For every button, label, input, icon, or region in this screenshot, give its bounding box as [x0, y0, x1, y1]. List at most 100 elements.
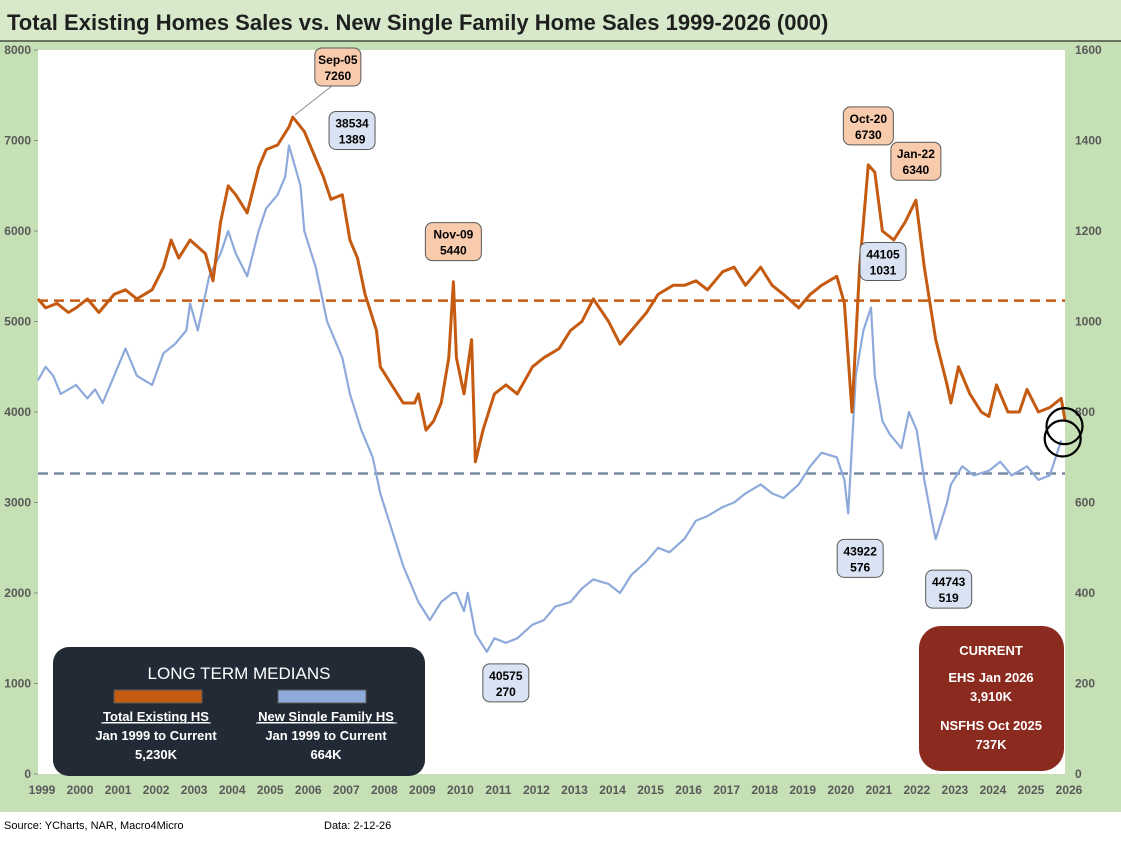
x-tick-label: 2001 — [105, 783, 132, 797]
new-median-period: Jan 1999 to Current — [265, 728, 387, 743]
left-tick-label: 4000 — [4, 405, 31, 419]
existing-swatch — [113, 689, 203, 704]
callout-value: 6730 — [855, 128, 882, 142]
existing-median-value: 5,230K — [135, 747, 178, 762]
callout-box — [836, 538, 884, 578]
callout-value: 7260 — [324, 69, 351, 83]
left-tick-label: 8000 — [4, 43, 31, 57]
left-tick-label: 1000 — [4, 677, 31, 691]
footer-date: Data: 2-12-26 — [324, 820, 391, 832]
callout-box — [859, 241, 907, 281]
left-tick-label: 0 — [24, 767, 31, 781]
x-tick-label: 2018 — [751, 783, 778, 797]
callout-value: 6340 — [903, 163, 930, 177]
left-tick-label: 7000 — [4, 134, 31, 148]
x-tick-label: 2000 — [67, 783, 94, 797]
series-line — [37, 144, 1063, 653]
x-tick-label: 2024 — [980, 783, 1007, 797]
callout: 40575 270 — [482, 663, 530, 703]
series-lines — [36, 115, 1067, 653]
right-tick-label: 200 — [1075, 677, 1095, 691]
new-median-value: 664K — [310, 747, 342, 762]
x-tick-label: 2008 — [371, 783, 398, 797]
x-tick-label: 2013 — [561, 783, 588, 797]
callout: Nov-09 5440 — [424, 222, 482, 262]
x-tick-label: 2025 — [1018, 783, 1045, 797]
callout-box — [482, 663, 530, 703]
series-line — [36, 115, 1067, 464]
callout-label: Sep-05 — [318, 53, 358, 67]
callout: 44743 519 — [925, 569, 973, 609]
x-axis: 1999 2000 2001 2002 2003 2004 2005 2006 2007 2008… — [29, 783, 1083, 797]
right-tick-label: 1200 — [1075, 224, 1102, 238]
right-tick-label: 600 — [1075, 496, 1095, 510]
x-tick-label: 1999 — [29, 783, 56, 797]
callout-box — [314, 47, 362, 87]
left-tick-label: 6000 — [4, 224, 31, 238]
current-ehs-value: 3,910K — [970, 689, 1013, 704]
callout: 38534 1389 — [328, 110, 376, 150]
current-box: CURRENT EHS Jan 2026 3,910K NSFHS Oct 20… — [919, 626, 1064, 771]
callout-leader — [294, 85, 333, 116]
x-tick-label: 2004 — [219, 783, 246, 797]
x-tick-label: 2016 — [675, 783, 702, 797]
current-markers — [1043, 407, 1084, 458]
x-tick-label: 2023 — [942, 783, 969, 797]
x-tick-label: 2017 — [713, 783, 740, 797]
medians-box: LONG TERM MEDIANS Total Existing HS Jan … — [53, 647, 425, 776]
x-tick-label: 2015 — [637, 783, 664, 797]
right-tick-label: 0 — [1075, 767, 1082, 781]
x-tick-label: 2021 — [865, 783, 892, 797]
x-tick-label: 2026 — [1056, 783, 1083, 797]
x-tick-label: 2010 — [447, 783, 474, 797]
callouts: Sep-05 7260 38534 1389 Nov-09 5440 40575 270 Oct… — [294, 47, 973, 703]
callout-label: Nov-09 — [433, 228, 473, 242]
callout-box — [328, 110, 376, 150]
x-tick-label: 2003 — [181, 783, 208, 797]
callout-box — [925, 569, 973, 609]
callout-label: 44743 — [932, 575, 966, 589]
callout-label: 40575 — [489, 669, 523, 683]
median-lines — [38, 299, 1065, 475]
x-tick-label: 2002 — [143, 783, 170, 797]
x-tick-label: 2006 — [295, 783, 322, 797]
callout-value: 576 — [850, 560, 870, 574]
x-tick-label: 2009 — [409, 783, 436, 797]
footer-source: Source: YCharts, NAR, Macro4Micro — [4, 820, 184, 832]
callout-box — [842, 106, 894, 146]
new-swatch — [277, 689, 367, 704]
callout: Sep-05 7260 — [294, 47, 362, 116]
current-box-bg — [919, 626, 1064, 771]
current-marker-new — [1043, 419, 1082, 458]
right-tick-label: 1600 — [1075, 43, 1102, 57]
left-tick-label: 3000 — [4, 496, 31, 510]
callout-label: Oct-20 — [850, 112, 888, 126]
x-tick-label: 2012 — [523, 783, 550, 797]
current-box-title: CURRENT — [959, 643, 1023, 658]
callout-box — [424, 222, 482, 262]
existing-median-period: Jan 1999 to Current — [95, 728, 217, 743]
x-tick-label: 2011 — [485, 783, 511, 797]
current-marker-existing — [1045, 407, 1084, 446]
medians-box-bg — [53, 647, 425, 776]
callout: 43922 576 — [836, 538, 884, 578]
callout: 44105 1031 — [859, 241, 907, 281]
chart-title: Total Existing Homes Sales vs. New Singl… — [7, 10, 828, 35]
title-band — [0, 0, 1121, 41]
callout-label: 44105 — [866, 247, 900, 261]
callout-value: 5440 — [440, 244, 467, 258]
left-axis: 0 1000 2000 3000 4000 5000 6000 7000 8000 — [4, 43, 38, 781]
left-tick-label: 2000 — [4, 586, 31, 600]
x-tick-label: 2022 — [904, 783, 931, 797]
callout-label: Jan-22 — [897, 147, 935, 161]
current-nsfhs-label: NSFHS Oct 2025 — [940, 718, 1042, 733]
new-median-label: New Single Family HS — [258, 709, 394, 724]
callout-value: 1389 — [339, 132, 366, 146]
x-tick-label: 2020 — [827, 783, 854, 797]
right-tick-label: 400 — [1075, 586, 1095, 600]
callout-label: 43922 — [844, 544, 878, 558]
callout-value: 1031 — [870, 263, 897, 277]
callout: Oct-20 6730 — [842, 106, 894, 146]
x-tick-label: 2005 — [257, 783, 284, 797]
right-tick-label: 800 — [1075, 405, 1095, 419]
